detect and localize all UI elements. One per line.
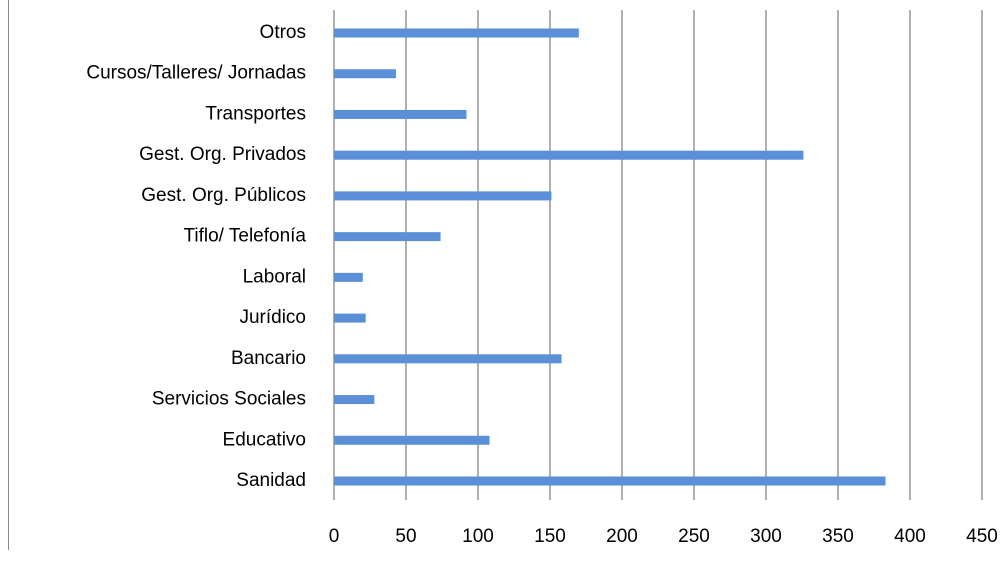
bar [334,435,490,445]
y-tick-label: Cursos/Talleres/ Jornadas [86,63,306,84]
y-tick-label: Gest. Org. Públicos [141,185,306,206]
bar [334,354,562,364]
x-tick-label: 150 [534,526,566,547]
x-tick-label: 250 [678,526,710,547]
bar [334,150,804,160]
x-tick-label: 100 [462,526,494,547]
y-tick-label: Jurídico [239,307,306,328]
bar [334,272,363,282]
x-tick-label: 450 [966,526,998,547]
y-tick-label: Transportes [205,103,306,124]
bar [334,395,375,405]
x-tick-label: 50 [395,526,416,547]
bar [334,109,467,119]
bar [334,191,552,201]
x-tick-label: 400 [894,526,926,547]
bar [334,69,396,79]
y-tick-label: Otros [260,22,306,43]
x-tick-label: 300 [750,526,782,547]
y-tick-label: Sanidad [236,470,306,491]
x-tick-label: 200 [606,526,638,547]
bar [334,313,366,323]
x-tick-label: 350 [822,526,854,547]
bar [334,28,579,38]
y-tick-label: Laboral [243,266,306,287]
y-tick-label: Gest. Org. Privados [139,144,306,165]
bar [334,232,441,242]
x-tick-label: 0 [329,526,340,547]
y-tick-label: Bancario [231,348,306,369]
bar [334,476,886,486]
y-tick-label: Tiflo/ Telefonía [183,226,306,247]
y-tick-label: Servicios Sociales [152,389,306,410]
y-tick-label: Educativo [223,429,306,450]
